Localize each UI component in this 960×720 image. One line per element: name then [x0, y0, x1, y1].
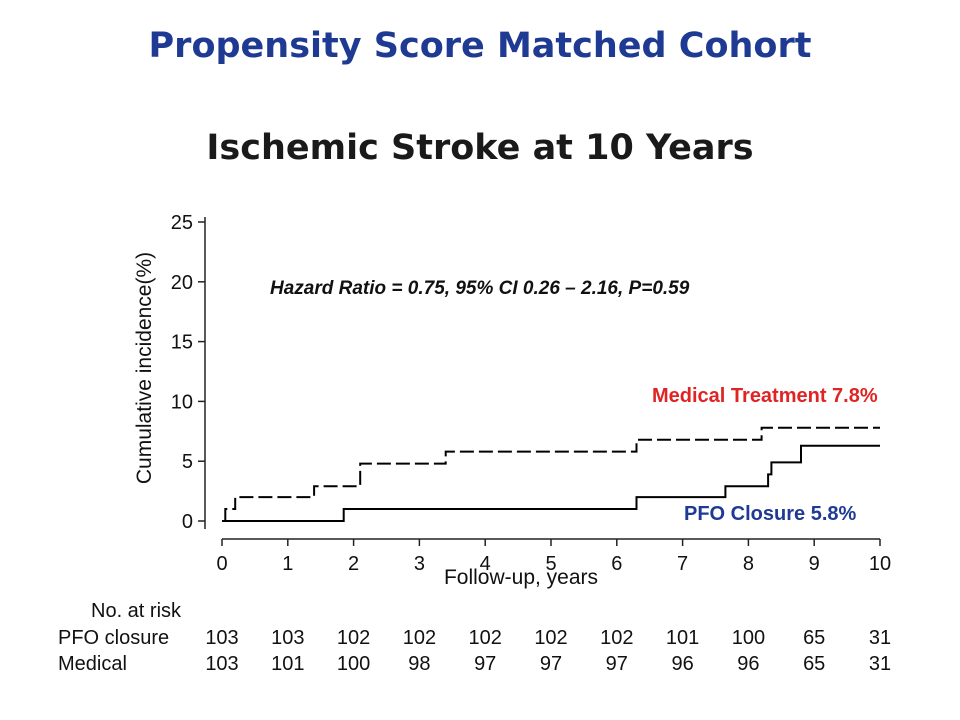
- risk-cell: 97: [474, 653, 496, 675]
- x-tick-label: 0: [216, 553, 227, 575]
- x-tick-label: 5: [545, 553, 556, 575]
- risk-cell: 31: [869, 653, 891, 675]
- y-tick-label: 25: [171, 212, 193, 234]
- risk-row-label-medical: Medical: [58, 653, 127, 675]
- risk-cell: 97: [606, 653, 628, 675]
- series-label-pfo: PFO Closure 5.8%: [684, 503, 856, 525]
- x-tick-label: 2: [348, 553, 359, 575]
- risk-table: No. at risk PFO closure Medical 103 103 10…: [58, 600, 891, 675]
- x-tick-label: 9: [809, 553, 820, 575]
- x-tick-label: 6: [611, 553, 622, 575]
- hazard-ratio-annotation: Hazard Ratio = 0.75, 95% CI 0.26 – 2.16,…: [270, 278, 690, 299]
- x-tick-label: 4: [480, 553, 491, 575]
- chart-title: Ischemic Stroke at 10 Years: [206, 128, 754, 168]
- risk-cell: 96: [671, 653, 693, 675]
- risk-cell: 102: [600, 627, 633, 649]
- slide-title: Propensity Score Matched Cohort: [148, 26, 812, 66]
- x-tick-label: 10: [869, 553, 891, 575]
- risk-cell: 65: [803, 627, 825, 649]
- series-line-pfo: [222, 444, 880, 522]
- x-tick-label: 8: [743, 553, 754, 575]
- series-label-medical: Medical Treatment 7.8%: [652, 385, 878, 407]
- risk-cell: 101: [666, 627, 699, 649]
- y-tick-label: 10: [171, 391, 193, 413]
- risk-table-header: No. at risk: [91, 600, 182, 622]
- y-tick-label: 0: [182, 511, 193, 533]
- risk-cell: 65: [803, 653, 825, 675]
- risk-row-label-pfo: PFO closure: [58, 627, 169, 649]
- risk-cell: 101: [271, 653, 304, 675]
- x-axis-title: Follow-up, years: [444, 566, 598, 589]
- risk-cell: 102: [403, 627, 436, 649]
- risk-cell: 102: [534, 627, 567, 649]
- chart-axes: 0 5 10 15 20 25 0 1 2 3 4 5 6 7 8 9 10: [171, 212, 891, 575]
- risk-cell: 103: [205, 653, 238, 675]
- series-line-medical: [224, 426, 880, 521]
- risk-cell: 100: [732, 627, 765, 649]
- risk-cell: 100: [337, 653, 370, 675]
- y-axis-title: Cumulative incidence(%): [133, 252, 156, 484]
- x-tick-label: 7: [677, 553, 688, 575]
- x-tick-label: 1: [282, 553, 293, 575]
- risk-cell: 31: [869, 627, 891, 649]
- risk-cell: 103: [271, 627, 304, 649]
- series-layer: [222, 426, 880, 522]
- risk-cell: 98: [408, 653, 430, 675]
- risk-cell: 96: [737, 653, 759, 675]
- x-tick-label: 3: [414, 553, 425, 575]
- risk-cell: 102: [469, 627, 502, 649]
- risk-cell: 103: [205, 627, 238, 649]
- y-tick-label: 15: [171, 332, 193, 354]
- y-tick-label: 20: [171, 272, 193, 294]
- y-tick-label: 5: [182, 451, 193, 473]
- risk-cell: 102: [337, 627, 370, 649]
- risk-cell: 97: [540, 653, 562, 675]
